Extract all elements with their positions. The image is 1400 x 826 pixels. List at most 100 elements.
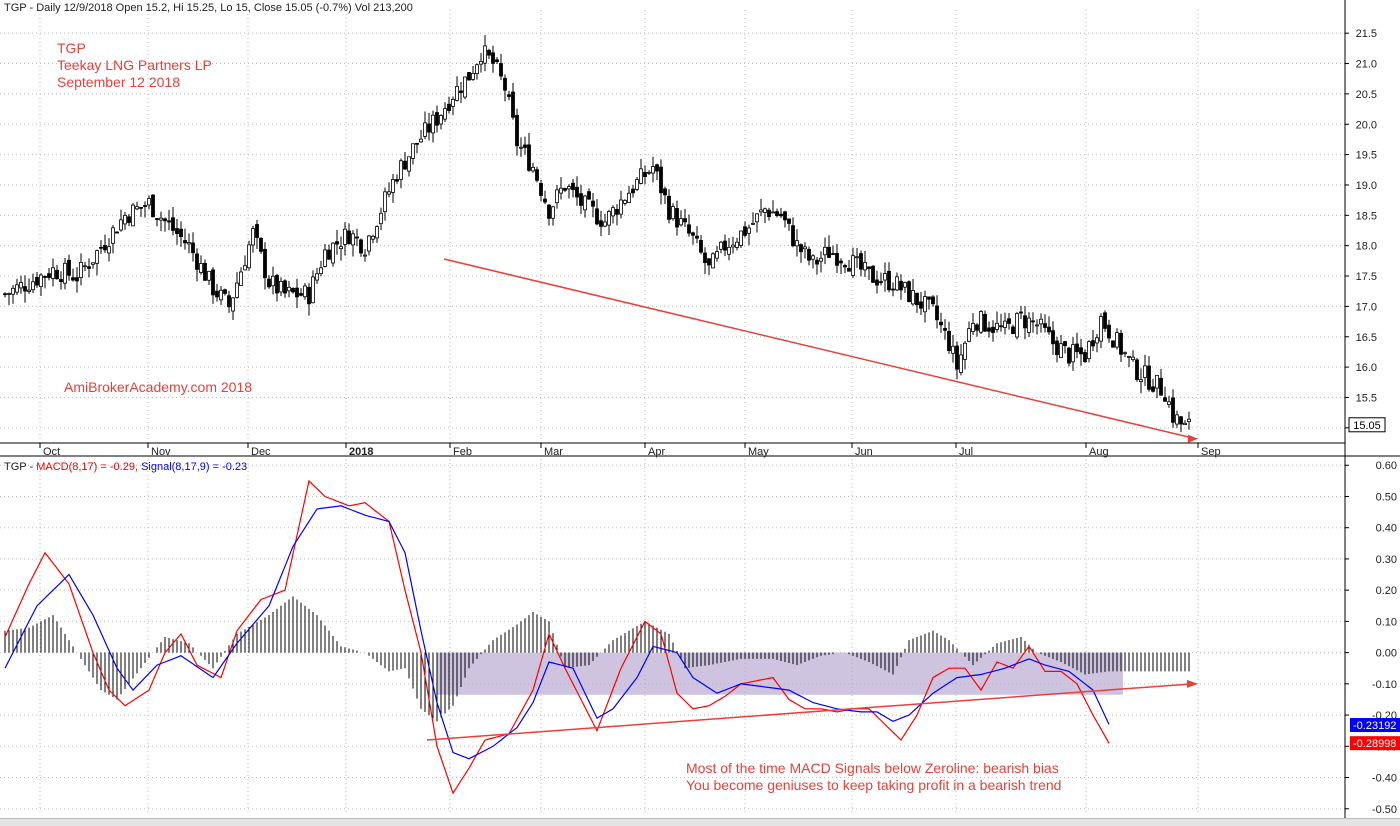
candle [559,177,563,200]
candle [95,249,99,276]
candle-body [1147,365,1151,390]
candle [215,283,219,302]
candle [155,218,159,227]
candle [99,240,103,254]
candle [1007,312,1011,330]
candle [3,292,7,298]
candle [879,272,883,286]
candle-body [43,276,47,278]
candle [67,254,71,281]
candle-body [171,217,175,231]
candle [987,321,991,338]
candle [735,237,739,251]
candle [527,132,531,172]
candle-body [599,220,603,227]
candle [1039,313,1043,333]
candle-body [631,188,635,194]
candle [175,218,179,245]
candle-body [527,144,531,171]
candle-body [1063,341,1067,347]
candle-body [223,289,227,294]
macd-y-tick-label: 0.60 [1376,460,1397,472]
candle [51,258,55,287]
candle-body [1151,386,1155,392]
candle-body [979,311,983,333]
candle-body [647,171,651,174]
candle [335,229,339,255]
candle [403,152,407,170]
candle-body [247,244,251,269]
candle [491,45,495,73]
candle-body [1131,356,1135,360]
candle-body [39,274,43,288]
candle-body [607,210,611,226]
candle-body [791,225,795,247]
candle-body [639,168,643,184]
candle-body [1007,318,1011,324]
candle [555,184,559,209]
candle [703,247,707,275]
candle [435,105,439,133]
candle [587,188,591,200]
candle-body [439,114,443,125]
candle-body [1115,332,1119,348]
candle-body [295,287,299,298]
candle-body [1027,317,1031,333]
candle-body [535,169,539,181]
candle-body [423,122,427,137]
candle [19,275,23,294]
candle [431,110,435,143]
candle [1179,415,1183,433]
candle [135,201,139,211]
candle-body [815,259,819,265]
candle [791,217,795,248]
candle [283,279,287,298]
candle-body [627,192,631,203]
candle-body [427,123,431,133]
candle-body [915,292,919,306]
candle [659,159,663,205]
candle [895,272,899,291]
candle-body [83,265,87,268]
candle [655,163,659,180]
signal-value-badge [1350,718,1400,733]
candle-body [207,270,211,281]
candle [695,226,699,244]
candle-body [579,193,583,206]
candle-body [183,240,187,244]
candle-body [19,282,23,289]
candle-body [855,256,859,259]
candle-body [203,262,207,281]
candle [783,210,787,228]
candle-body [911,290,915,305]
candle-body [803,246,807,250]
candle-body [767,209,771,218]
candle-body [199,263,203,273]
candle-body [499,63,503,77]
candle [975,323,979,337]
candle [459,81,463,104]
candle-body [891,288,895,291]
macd-value-badge [1350,736,1400,751]
macd-histogram [4,596,1190,722]
candle-body [187,242,191,245]
candle [967,321,971,343]
candle [147,195,151,210]
candle-body [1075,343,1079,353]
candle [679,210,683,227]
candle-body [47,273,51,278]
candle [375,225,379,243]
candle [227,290,231,313]
candle [1171,389,1175,428]
candle [1071,337,1075,371]
candle-body [375,226,379,239]
candle [747,224,751,246]
candle [39,273,43,296]
candle-body [559,187,563,194]
candle [1175,410,1179,428]
candle [819,251,823,273]
candle-body [987,327,991,332]
price-y-tick-label: 20.5 [1356,89,1377,101]
candle [939,312,943,333]
candle-body [227,295,231,308]
